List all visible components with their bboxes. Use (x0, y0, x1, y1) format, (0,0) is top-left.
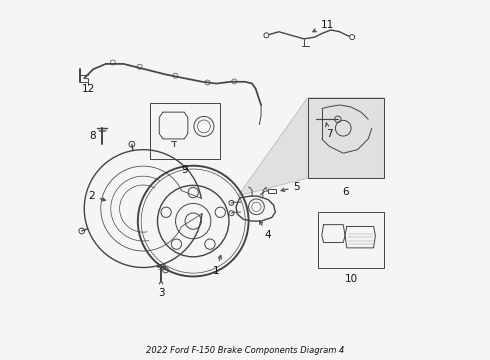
Text: 4: 4 (260, 221, 271, 240)
Text: 6: 6 (343, 187, 349, 197)
Text: 7: 7 (325, 123, 332, 139)
Text: 3: 3 (158, 280, 164, 297)
Circle shape (350, 35, 355, 40)
Text: 2022 Ford F-150 Brake Components Diagram 4: 2022 Ford F-150 Brake Components Diagram… (146, 346, 344, 355)
Text: 9: 9 (182, 165, 189, 175)
Text: 8: 8 (89, 131, 96, 141)
Bar (268, 189, 276, 193)
Text: 11: 11 (313, 19, 334, 32)
Text: 5: 5 (281, 182, 300, 192)
Bar (150, 103, 220, 158)
Circle shape (264, 33, 269, 38)
Text: 2: 2 (88, 191, 105, 201)
Polygon shape (238, 98, 384, 196)
Text: 1: 1 (213, 255, 221, 276)
Bar (308, 98, 384, 178)
Text: 10: 10 (344, 274, 358, 284)
Bar (318, 212, 384, 267)
Text: 12: 12 (82, 84, 95, 94)
